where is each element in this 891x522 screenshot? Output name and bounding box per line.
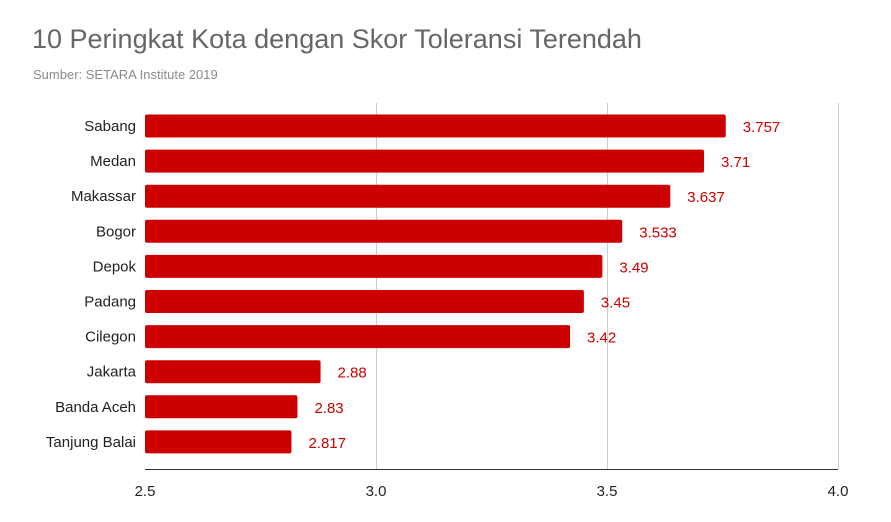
value-label-2: 3.637 [687, 189, 725, 206]
value-label-0: 3.757 [743, 119, 781, 136]
bar-7 [145, 360, 321, 384]
bar-9 [145, 430, 292, 454]
category-label-8: Banda Aceh [55, 399, 136, 416]
bar-8 [145, 395, 298, 419]
x-tick-label-1: 3.0 [366, 483, 387, 500]
value-label-9: 2.817 [308, 435, 346, 452]
category-label-7: Jakarta [87, 364, 137, 381]
category-label-2: Makassar [71, 188, 136, 205]
category-label-5: Padang [84, 294, 136, 311]
bar-4 [145, 254, 603, 278]
category-label-1: Medan [90, 153, 136, 170]
chart-title: 10 Peringkat Kota dengan Skor Toleransi … [32, 24, 642, 54]
category-label-6: Cilegon [85, 329, 136, 346]
category-label-9: Tanjung Balai [46, 434, 136, 451]
value-label-1: 3.71 [721, 154, 750, 171]
value-label-8: 2.83 [314, 400, 343, 417]
value-label-6: 3.42 [587, 330, 616, 347]
category-label-0: Sabang [84, 118, 136, 135]
bar-6 [145, 325, 571, 349]
x-tick-label-0: 2.5 [135, 483, 156, 500]
value-label-7: 2.88 [338, 365, 367, 382]
chart-subtitle: Sumber: SETARA Institute 2019 [33, 67, 218, 82]
x-tick-label-3: 4.0 [828, 483, 849, 500]
bar-3 [145, 219, 623, 243]
value-label-4: 3.49 [619, 259, 648, 276]
category-label-3: Bogor [96, 223, 136, 240]
category-label-4: Depok [93, 258, 137, 275]
value-label-5: 3.45 [601, 295, 630, 312]
bar-0 [145, 114, 726, 138]
bar-5 [145, 290, 584, 313]
bar-2 [145, 184, 671, 208]
bar-1 [145, 149, 705, 173]
x-tick-label-2: 3.5 [597, 483, 618, 500]
value-label-3: 3.533 [639, 224, 677, 241]
